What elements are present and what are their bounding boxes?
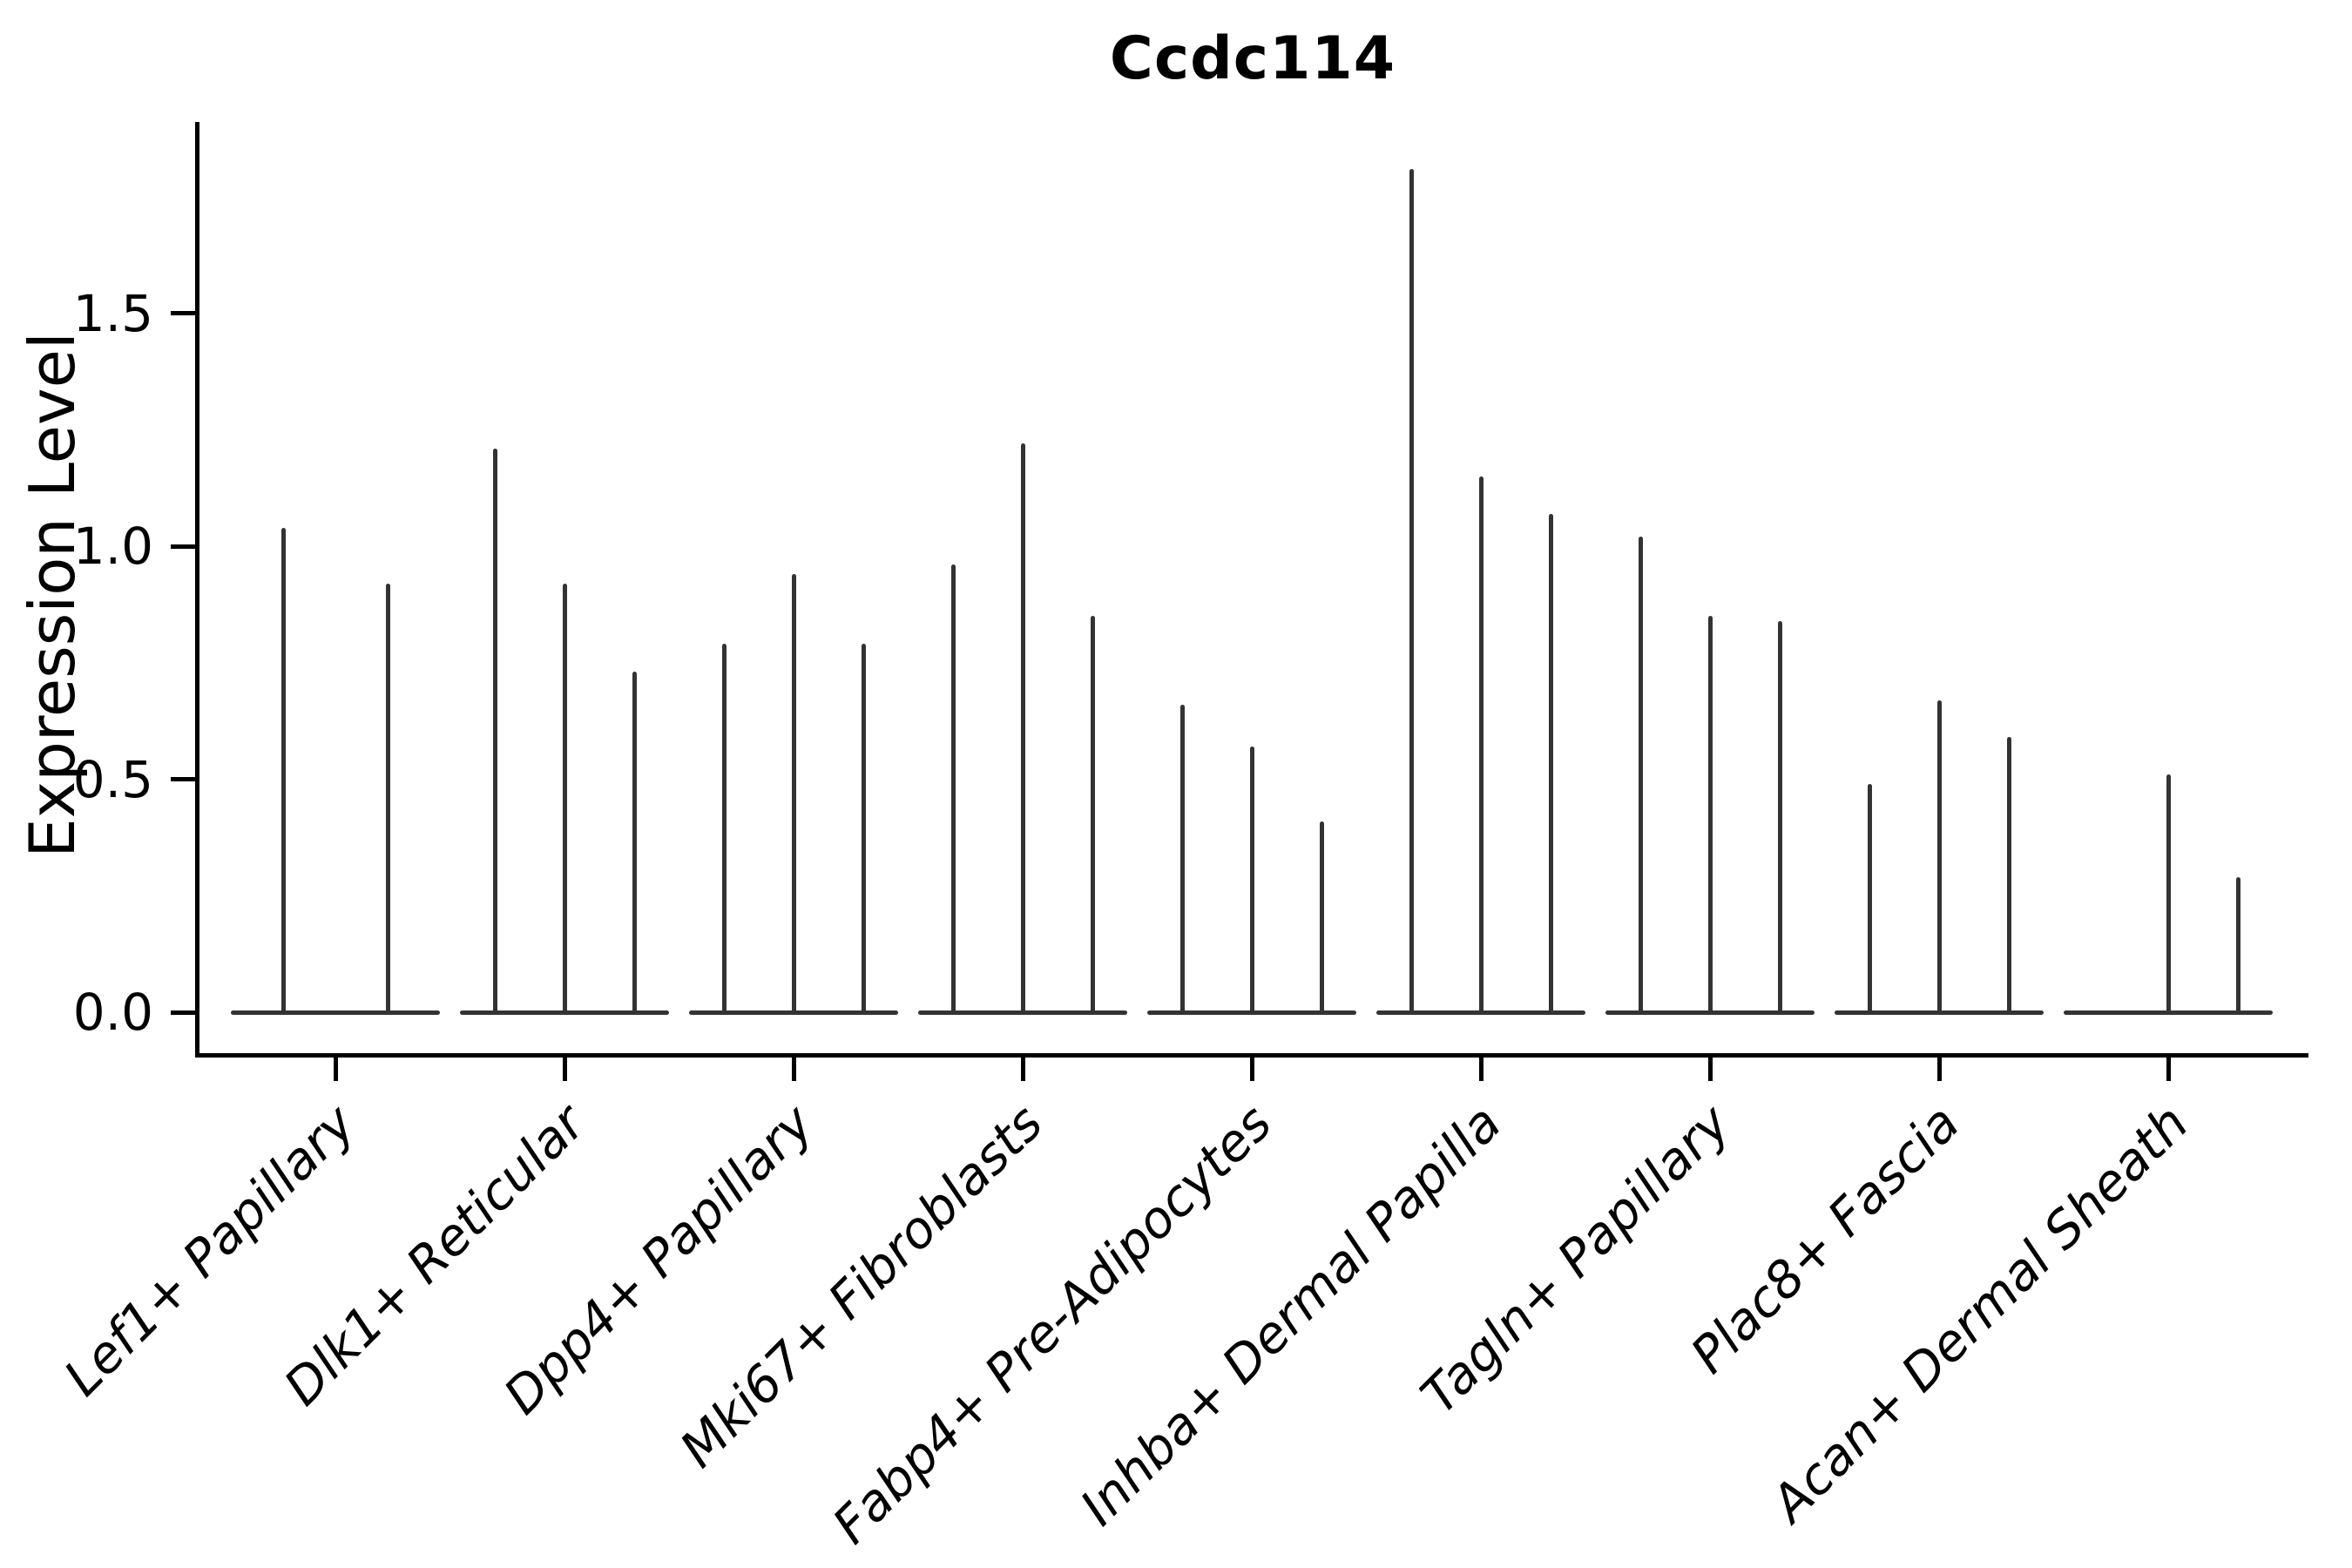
violin-baseline — [1835, 1010, 2044, 1015]
violin-baseline — [231, 1010, 440, 1015]
violin-spike — [1478, 476, 1484, 1012]
violin-baseline — [689, 1010, 898, 1015]
y-tick-mark — [171, 544, 197, 549]
y-tick-label: 1.5 — [72, 283, 153, 343]
x-tick-label: Acan+ Dermal Sheath — [1760, 1093, 2200, 1533]
chart-title: Ccdc114 — [1109, 24, 1396, 93]
violin-spike — [1319, 821, 1324, 1012]
violin-spike — [721, 644, 727, 1012]
x-tick-mark — [333, 1053, 338, 1081]
y-tick-label: 1.0 — [72, 517, 153, 576]
violin-spike — [1249, 747, 1254, 1012]
x-tick-mark — [1707, 1053, 1713, 1081]
x-tick-mark — [791, 1053, 796, 1081]
violin-baseline — [460, 1010, 669, 1015]
y-tick-label: 0.5 — [72, 749, 153, 809]
violin-baseline — [2064, 1010, 2273, 1015]
violin-spike — [1179, 704, 1185, 1012]
violin-spike — [1090, 616, 1095, 1012]
violin-spike — [2006, 737, 2011, 1012]
y-axis-spine — [195, 122, 199, 1058]
violin-spike — [1777, 620, 1782, 1012]
violin-baseline — [918, 1010, 1127, 1015]
violin-spike — [1548, 513, 1553, 1012]
x-tick-mark — [1249, 1053, 1254, 1081]
violin-spike — [1867, 783, 1872, 1012]
x-tick-mark — [1020, 1053, 1025, 1081]
violin-spike — [280, 527, 286, 1012]
violin-spike — [632, 672, 637, 1012]
violin-spike — [791, 574, 796, 1012]
violin-baseline — [1376, 1010, 1585, 1015]
violin-baseline — [1147, 1010, 1356, 1015]
violin-spike — [1707, 616, 1713, 1012]
x-tick-mark — [1478, 1053, 1484, 1081]
y-tick-mark — [171, 777, 197, 781]
y-tick-mark — [171, 311, 197, 315]
violin-spike — [1409, 168, 1414, 1012]
violin-spike — [562, 583, 567, 1012]
violin-spike — [492, 448, 497, 1012]
violin-spike — [2166, 774, 2171, 1012]
violin-spike — [1020, 443, 1025, 1012]
violin-spike — [950, 564, 956, 1012]
violin-baseline — [1605, 1010, 1815, 1015]
y-tick-mark — [171, 1010, 197, 1015]
violin-spike — [2235, 876, 2240, 1012]
x-tick-mark — [1936, 1053, 1942, 1081]
violin-spike — [385, 583, 390, 1012]
x-tick-mark — [2166, 1053, 2171, 1081]
x-tick-label: Inhba+ Dermal Papilla — [1068, 1093, 1513, 1538]
violin-spike — [1638, 537, 1643, 1012]
x-tick-label: Fabp4+ Pre-Adipocytes — [821, 1093, 1284, 1556]
violin-spike — [861, 644, 866, 1012]
violin-spike — [1936, 700, 1942, 1012]
y-tick-label: 0.0 — [72, 983, 153, 1042]
x-tick-mark — [562, 1053, 567, 1081]
